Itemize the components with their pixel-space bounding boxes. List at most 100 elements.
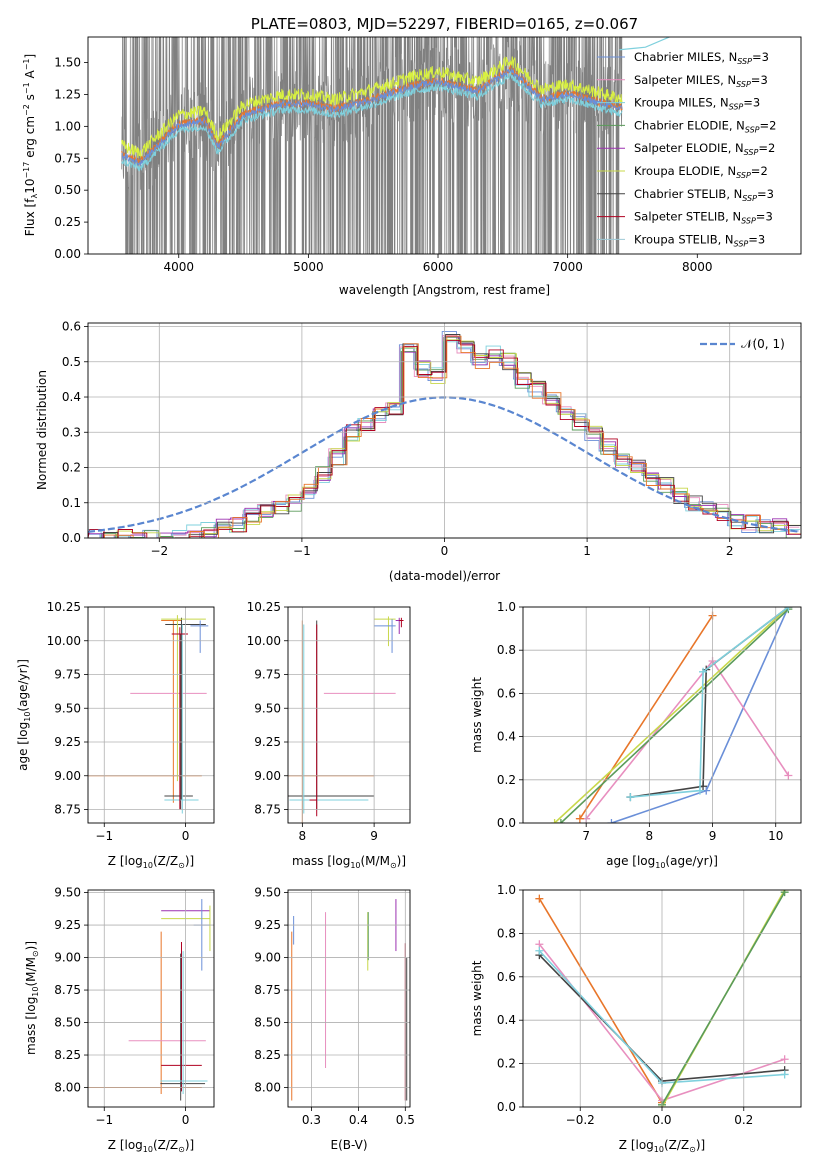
x-tick-label: 0 [182,829,190,843]
y-tick-label: 0.8 [497,926,516,940]
y-tick-label: 0.0 [497,1100,516,1114]
weight-point [607,819,616,823]
y-tick-label: 9.00 [54,769,81,783]
x-tick-label: 4000 [163,260,194,274]
model-chabrier-miles [121,67,623,167]
label-part: age [log [606,854,655,868]
label-part: 10 [31,986,40,996]
label-part: Salpeter STELIB [634,210,725,224]
label-part: SSP [736,80,751,89]
label-part: SSP [734,239,749,248]
plot-area [291,899,408,1101]
y-tick-label: 8.75 [254,983,281,997]
residual-histogram [88,334,801,538]
y-tick-label: 0.75 [54,151,81,165]
label-part: 3 [765,210,772,224]
y-tick-label: 9.75 [254,668,281,682]
weight-point [780,1070,789,1079]
x-tick-label: 0.5 [396,1113,415,1127]
y-tick-label: 1.0 [497,883,516,897]
weight-point [780,1055,789,1064]
y-tick-label: 9.50 [54,701,81,715]
weight-series-line [630,607,789,798]
label-part: 10 [23,712,32,722]
y-tick-label: 9.50 [54,886,81,900]
label-part: (Z/Z [153,854,178,868]
label-part: 3 [767,187,774,201]
label-part: Z [log [108,854,143,868]
axes-frame [287,889,411,1108]
label-part: = [756,210,766,224]
plot-area [121,37,671,254]
y-tick-label: 0.2 [62,461,81,475]
legend-entry: 𝒩(0, 1) [741,337,785,351]
label-part: )] [185,854,194,868]
y-tick-label: 9.25 [54,918,81,932]
weight-point [535,894,544,903]
observed-spectrum [121,37,623,254]
x-tick-label: 8 [646,829,654,843]
weight-point [784,771,793,780]
weight-point [575,814,584,823]
x-axis-label: E(B-V) [330,1138,367,1152]
label-part: , N [726,187,742,201]
y-tick-label: 0.6 [62,320,81,334]
label-part: ⊙ [689,1145,696,1154]
grid-layer [88,606,214,823]
label-part: , N [729,118,745,132]
label-part: s [23,94,37,104]
x-tick-label: 6000 [423,260,454,274]
legend-entry: Salpeter ELODIE, NSSP=2 [634,141,775,157]
weight-point [780,890,789,897]
y-tick-label: 10.25 [47,600,81,614]
axes-age-vs-mass: 8 9 8.75 9.00 9.25 9.50 9.75 10.00 10.25 mass [lo… [247,600,411,870]
weight-series-line [630,607,789,798]
y-axis-label: age [log10(age/yr)] [16,659,32,771]
label-part: mass [log [292,854,350,868]
y-tick-label: 0.0 [62,531,81,545]
weight-point [535,946,544,955]
grid-layer [523,889,801,1108]
label-part: 3 [753,96,760,110]
y-axis-label: Normed distribution [35,370,49,490]
label-part: ⊙ [178,1145,185,1154]
residual-histogram [88,339,801,538]
label-part: )] [185,1138,194,1152]
normal-distribution-curve [88,396,799,533]
y-tick-label: 0.6 [497,686,516,700]
weight-series-line [661,891,786,1106]
label-part: Z [log [619,1138,654,1152]
legend-entry: Chabrier STELIB, NSSP=3 [634,187,774,203]
axes-mass-vs-EBV: 0.3 0.4 0.5 8.00 8.25 8.50 8.75 9.00 9.25 9.50 E(B… [254,886,415,1152]
x-axis-label: Z [log10(Z/Z⊙)] [108,1138,194,1154]
label-part: SSP [737,57,752,66]
weight-series-line [554,607,789,823]
label-part: 3 [762,50,769,64]
label-part: 10 [350,861,360,870]
label-part: Kroupa ELODIE [634,164,720,178]
residual-histogram [88,339,801,538]
y-tick-label: 0.8 [497,643,516,657]
model-red-extension [619,37,671,51]
residual-histogram [88,341,800,538]
label-part: A [23,69,37,82]
weight-point [784,607,793,611]
label-part: = [752,50,762,64]
x-tick-label: −1 [293,544,311,558]
x-tick-label: 8 [299,829,307,843]
weight-point [556,819,565,823]
y-tick-label: 9.50 [254,701,281,715]
y-tick-label: 1.25 [54,87,81,101]
label-part: , N [720,164,736,178]
legend-entry: Chabrier ELODIE, NSSP=2 [634,118,776,134]
label-part: SSP [736,171,751,180]
x-tick-label: −1 [95,829,113,843]
axes-frame [87,36,802,255]
x-axis-label: (data-model)/error [389,569,500,583]
x-axis-label: age [log10(age/yr)] [606,854,718,870]
axes-frame [522,889,802,1108]
grid-layer [288,606,410,823]
x-tick-label: 0 [182,1113,190,1127]
y-tick-label: 8.00 [54,1081,81,1095]
